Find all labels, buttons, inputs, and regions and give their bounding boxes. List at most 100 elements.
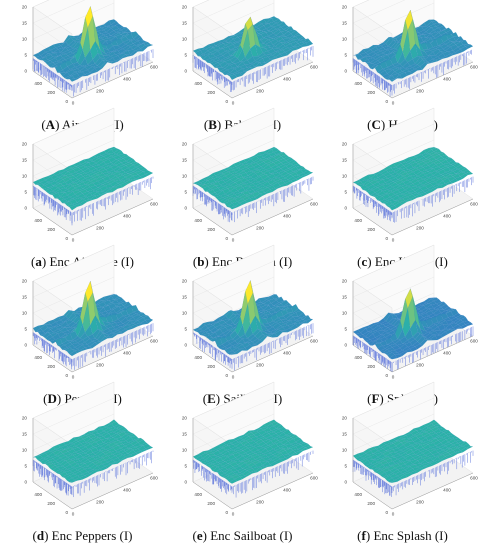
- z-tick-label: 15: [22, 295, 28, 300]
- surface-patch: [428, 146, 437, 150]
- surface-patch: [145, 44, 154, 47]
- surface-patch: [305, 446, 314, 450]
- x-tick-label: 0: [392, 375, 395, 380]
- surface-noise: [192, 450, 314, 498]
- surface-patch: [436, 301, 445, 306]
- z-tick-label: 10: [342, 311, 348, 316]
- x-tick-label: 0: [232, 512, 235, 517]
- surface-patch: [123, 155, 132, 162]
- surface-patch: [436, 151, 445, 155]
- panel-tag: E: [207, 391, 216, 406]
- surface-patch: [108, 419, 117, 424]
- panel-tag: B: [208, 117, 217, 132]
- y-tick-label: 200: [47, 227, 55, 232]
- z-tick-label: 20: [22, 279, 28, 284]
- surface-patch: [453, 36, 461, 42]
- surface-patch: [300, 442, 309, 447]
- z-tick-label: 0: [344, 343, 347, 348]
- x-tick-label: 400: [283, 488, 291, 493]
- axis-line: [71, 198, 154, 236]
- x-tick-label: 600: [310, 202, 318, 207]
- panel-tag: f: [361, 528, 366, 543]
- surface-patch: [460, 316, 469, 322]
- y-tick-label: 0: [385, 373, 388, 378]
- surface-patch: [436, 426, 445, 429]
- axes: [192, 418, 314, 510]
- x-tick-label: 200: [96, 89, 104, 94]
- panel-tag: c: [361, 254, 368, 269]
- surface-noise: [32, 49, 154, 97]
- panel-title: Enc Sailboat (I): [210, 528, 293, 543]
- surface-patch: [431, 297, 440, 302]
- y-tick-label: 400: [34, 81, 42, 86]
- y-tick-label: 400: [194, 218, 202, 223]
- axes: [192, 144, 314, 236]
- z-tick-label: 10: [182, 174, 188, 179]
- y-tick-label: 200: [47, 364, 55, 369]
- z-tick-label: 20: [182, 142, 188, 147]
- surface-patch: [300, 315, 309, 320]
- x-tick-label: 600: [470, 65, 478, 70]
- surface-patch: [305, 318, 314, 324]
- surface-patch: [113, 296, 122, 300]
- surface-patch: [123, 430, 132, 435]
- x-tick-label: 600: [150, 339, 158, 344]
- axes: [352, 418, 474, 510]
- y-tick-label: 400: [34, 355, 42, 360]
- surface-patch: [116, 297, 124, 304]
- z-tick-label: 15: [182, 158, 188, 163]
- x-tick-label: 400: [123, 488, 131, 493]
- surface-patch: [133, 310, 142, 314]
- x-tick-label: 200: [256, 89, 264, 94]
- z-tick-label: 0: [344, 480, 347, 485]
- x-tick-label: 400: [123, 351, 131, 356]
- surface-patch: [130, 305, 139, 313]
- axis-line: [391, 335, 474, 373]
- axes: [352, 281, 474, 373]
- axes: [32, 7, 154, 99]
- z-tick-label: 15: [342, 432, 348, 437]
- panel-tag: b: [197, 254, 205, 269]
- surface-noise: [192, 46, 314, 93]
- surface-patch: [245, 16, 253, 31]
- axis-line: [71, 61, 154, 99]
- surface-patch: [142, 444, 151, 450]
- z-tick-label: 15: [182, 432, 188, 437]
- z-tick-label: 5: [24, 464, 27, 469]
- surface: [352, 9, 474, 82]
- surface-patch: [453, 312, 461, 318]
- y-tick-label: 0: [225, 236, 228, 241]
- z-tick-label: 10: [182, 37, 188, 42]
- x-tick-label: 200: [96, 500, 104, 505]
- axes: [32, 281, 154, 373]
- surface-patch: [431, 421, 440, 426]
- z-tick-label: 15: [22, 432, 28, 437]
- surface-patch: [465, 446, 474, 450]
- axis-line: [352, 207, 393, 236]
- x-tick-label: 600: [310, 339, 318, 344]
- x-tick-label: 200: [416, 363, 424, 368]
- y-tick-label: 400: [194, 492, 202, 497]
- y-tick-label: 400: [34, 492, 42, 497]
- x-tick-label: 600: [470, 339, 478, 344]
- axes: [32, 418, 154, 510]
- surface-patch: [111, 20, 120, 27]
- y-tick-label: 400: [354, 355, 362, 360]
- surface-patch: [111, 148, 120, 154]
- x-tick-label: 600: [310, 476, 318, 481]
